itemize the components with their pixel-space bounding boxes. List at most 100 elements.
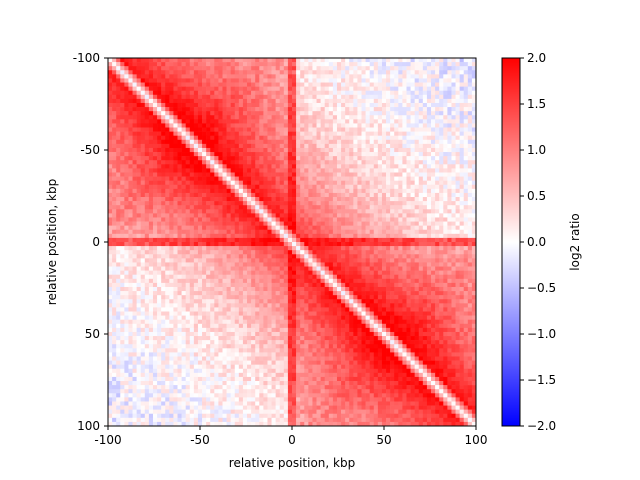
heatmap-cell — [353, 176, 358, 181]
heatmap-cell — [357, 98, 362, 104]
heatmap-cell — [328, 135, 334, 141]
heatmap-cell — [238, 115, 244, 120]
heatmap-cell — [157, 78, 162, 83]
heatmap-cell — [112, 90, 117, 96]
heatmap-cell — [435, 164, 440, 169]
heatmap-cell — [247, 119, 252, 124]
heatmap-cell — [292, 274, 297, 280]
heatmap-cell — [431, 160, 436, 165]
heatmap-cell — [242, 115, 248, 120]
heatmap-cell — [259, 172, 264, 177]
heatmap-cell — [108, 217, 113, 222]
heatmap-cell — [128, 201, 133, 206]
heatmap-cell — [177, 86, 182, 92]
heatmap-cell — [447, 74, 452, 79]
heatmap-cell — [124, 168, 129, 173]
heatmap-cell — [439, 94, 444, 100]
heatmap-cell — [336, 242, 342, 247]
heatmap-cell — [320, 164, 326, 169]
heatmap-cell — [345, 131, 350, 136]
heatmap-cell — [197, 94, 203, 100]
heatmap-cell — [341, 246, 346, 251]
heatmap-cell — [406, 78, 411, 83]
heatmap-cell — [414, 254, 420, 259]
heatmap-cell — [332, 233, 338, 239]
heatmap-cell — [296, 74, 301, 79]
heatmap-cell — [292, 123, 297, 128]
heatmap-cell — [435, 274, 440, 280]
heatmap-cell — [361, 82, 366, 87]
heatmap-cell — [398, 70, 403, 75]
heatmap-cell — [181, 237, 186, 243]
heatmap-cell — [259, 282, 264, 288]
heatmap-cell — [287, 119, 293, 124]
heatmap-cell — [251, 152, 256, 157]
heatmap-cell — [353, 160, 358, 165]
heatmap-cell — [165, 176, 170, 181]
heatmap-cell — [455, 102, 460, 108]
heatmap-cell — [169, 86, 174, 92]
heatmap-cell — [222, 176, 227, 181]
heatmap-cell — [308, 258, 313, 263]
heatmap-cell — [287, 127, 293, 132]
heatmap-cell — [320, 201, 326, 206]
heatmap-cell — [459, 62, 465, 67]
heatmap-cell — [116, 229, 121, 235]
heatmap-cell — [116, 192, 121, 198]
heatmap-cell — [242, 192, 248, 198]
heatmap-cell — [365, 156, 370, 161]
heatmap-cell — [332, 94, 338, 100]
heatmap-cell — [124, 278, 129, 284]
heatmap-cell — [365, 246, 370, 251]
heatmap-cell — [279, 152, 285, 157]
heatmap-cell — [394, 123, 399, 128]
heatmap-cell — [242, 164, 248, 169]
heatmap-cell — [459, 82, 465, 87]
heatmap-cell — [120, 205, 125, 210]
heatmap-cell — [226, 168, 231, 173]
heatmap-cell — [234, 156, 240, 161]
heatmap-cell — [467, 242, 473, 247]
heatmap-cell — [324, 111, 330, 116]
heatmap-cell — [369, 201, 375, 206]
heatmap-cell — [377, 225, 383, 231]
heatmap-cell — [144, 266, 150, 271]
heatmap-cell — [394, 192, 399, 198]
heatmap-cell — [181, 58, 186, 63]
heatmap-cell — [332, 102, 338, 108]
heatmap-cell — [353, 233, 358, 239]
heatmap-cell — [275, 164, 281, 169]
heatmap-cell — [463, 246, 469, 251]
heatmap-cell — [316, 135, 321, 141]
heatmap-cell — [185, 266, 191, 271]
heatmap-cell — [435, 127, 440, 132]
heatmap-cell — [324, 258, 330, 263]
heatmap-cell — [116, 82, 121, 87]
heatmap-cell — [234, 233, 240, 239]
heatmap-cell — [336, 225, 342, 231]
heatmap-cell — [112, 94, 117, 100]
heatmap-cell — [234, 107, 240, 112]
heatmap-cell — [238, 237, 244, 243]
heatmap-cell — [120, 123, 125, 128]
heatmap-cell — [181, 270, 186, 276]
heatmap-cell — [197, 139, 203, 145]
heatmap-cell — [275, 205, 281, 210]
heatmap-cell — [193, 70, 199, 75]
heatmap-cell — [230, 168, 236, 173]
heatmap-cell — [471, 176, 477, 181]
heatmap-cell — [259, 246, 264, 251]
heatmap-cell — [447, 233, 452, 239]
heatmap-cell — [443, 262, 448, 267]
heatmap-cell — [271, 58, 276, 63]
heatmap-cell — [328, 254, 334, 259]
heatmap-cell — [312, 184, 317, 190]
heatmap-cell — [157, 168, 162, 173]
heatmap-cell — [185, 180, 191, 186]
heatmap-cell — [296, 70, 301, 75]
heatmap-cell — [181, 205, 186, 210]
heatmap-cell — [308, 184, 313, 190]
heatmap-cell — [365, 127, 370, 132]
heatmap-cell — [443, 70, 448, 75]
heatmap-cell — [165, 246, 170, 251]
